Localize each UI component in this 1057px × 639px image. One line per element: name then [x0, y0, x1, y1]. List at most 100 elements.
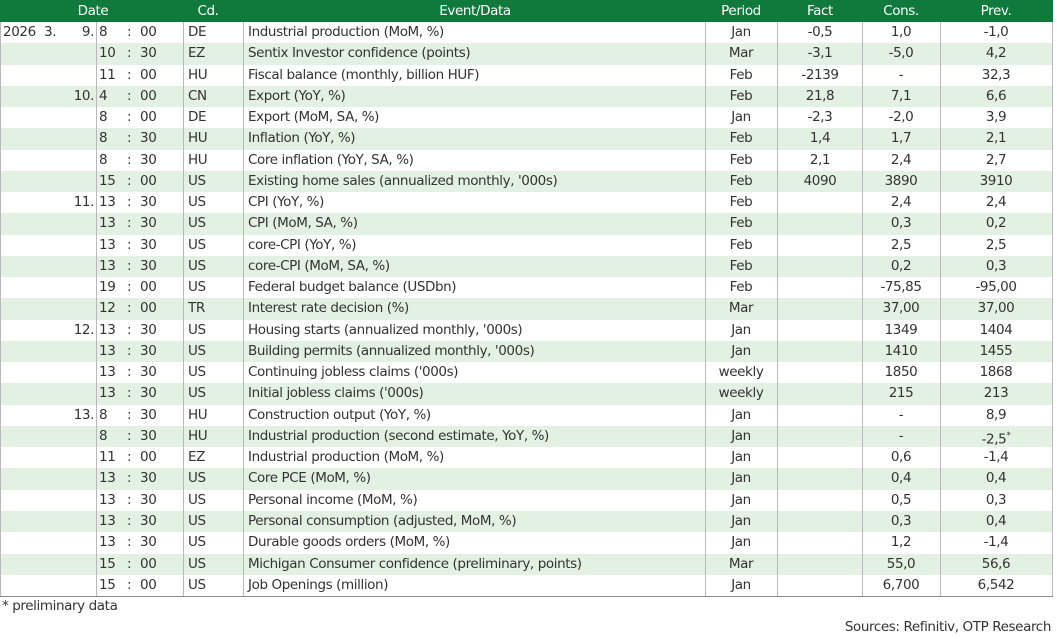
table-row	[0, 405, 1053, 426]
hour: 13	[99, 257, 116, 274]
header-fact: Fact	[807, 3, 833, 19]
minute: 00	[140, 87, 157, 104]
consensus: 1,7	[890, 130, 912, 147]
hour: 15	[99, 172, 116, 189]
fact: -0,5	[807, 24, 833, 40]
minute: 30	[140, 194, 157, 211]
table-row	[0, 425, 1053, 448]
header-cons: Cons.	[883, 3, 919, 19]
event: Fiscal balance (monthly, billion HUF)	[248, 66, 480, 83]
period: Mar	[728, 45, 754, 62]
period: Feb	[729, 172, 753, 189]
time-separator: :	[127, 364, 132, 381]
minute: 30	[140, 512, 157, 529]
time-separator: :	[127, 321, 132, 338]
consensus: 1,2	[890, 534, 912, 551]
hour: 8	[99, 406, 108, 423]
event: Export (MoM, SA, %)	[248, 109, 380, 126]
minute: 00	[140, 300, 157, 317]
hour: 13	[99, 512, 116, 529]
event: Export (YoY, %)	[248, 87, 346, 104]
time-separator: :	[127, 555, 132, 572]
previous: 0,3	[985, 257, 1007, 274]
hour: 19	[99, 279, 116, 296]
consensus: -	[898, 406, 904, 423]
table-row	[0, 170, 1053, 193]
hour: 13	[99, 534, 116, 551]
previous: -95,00	[975, 279, 1017, 296]
consensus: 3890	[884, 172, 918, 189]
hour: 13	[99, 491, 116, 508]
column-border	[1052, 22, 1053, 597]
table-row	[0, 510, 1053, 533]
fact: 4090	[803, 172, 837, 189]
hour: 15	[99, 555, 116, 572]
time-separator: :	[127, 491, 132, 508]
table-row	[0, 65, 1053, 86]
table-row	[0, 85, 1053, 108]
consensus: 0,3	[890, 215, 912, 232]
minute: 30	[140, 321, 157, 338]
table-row	[0, 468, 1053, 490]
header-period: Period	[721, 3, 761, 19]
event: Continuing jobless claims ('000s)	[248, 364, 459, 381]
time-separator: :	[127, 236, 132, 253]
period: Jan	[731, 427, 751, 444]
consensus: -	[898, 427, 904, 444]
minute: 30	[140, 406, 157, 423]
period: weekly	[718, 385, 764, 402]
table-row	[0, 255, 1053, 278]
consensus: 6,700	[882, 576, 920, 593]
hour: 8	[99, 427, 108, 444]
time-separator: :	[127, 427, 132, 444]
time-separator: :	[127, 470, 132, 487]
consensus: 0,3	[890, 512, 912, 529]
minute: 30	[140, 491, 157, 508]
date-month: 3.	[44, 24, 57, 40]
fact: -3,1	[807, 45, 833, 62]
consensus: 2,5	[890, 236, 912, 253]
minute: 30	[140, 342, 157, 359]
consensus: 215	[888, 385, 914, 402]
event: Interest rate decision (%)	[248, 300, 409, 317]
event: Sentix Investor confidence (points)	[248, 45, 471, 62]
period: Feb	[729, 215, 753, 232]
event: Michigan Consumer confidence (preliminar…	[248, 555, 582, 572]
minute: 30	[140, 236, 157, 253]
country-code: US	[188, 576, 206, 593]
table-row	[0, 128, 1053, 150]
consensus: -2,0	[888, 109, 914, 126]
hour: 13	[99, 385, 116, 402]
hour: 10	[99, 45, 116, 62]
country-code: HU	[188, 130, 208, 147]
time-separator: :	[127, 449, 132, 466]
previous: 0,4	[985, 512, 1007, 529]
country-code: US	[188, 555, 206, 572]
header-code: Cd.	[197, 3, 219, 19]
table-row	[0, 298, 1053, 320]
consensus: 55,0	[886, 555, 916, 572]
consensus: 1,0	[890, 24, 912, 40]
period: Feb	[729, 194, 753, 211]
minute: 00	[140, 449, 157, 466]
hour: 8	[99, 109, 108, 126]
country-code: US	[188, 236, 206, 253]
hour: 13	[99, 342, 116, 359]
country-code: US	[188, 491, 206, 508]
consensus: -5,0	[888, 45, 914, 62]
time-separator: :	[127, 512, 132, 529]
table-row	[0, 340, 1053, 363]
event: Durable goods orders (MoM, %)	[248, 534, 450, 551]
country-code: US	[188, 321, 206, 338]
hour: 8	[99, 24, 108, 40]
table-bottom-border	[0, 596, 1053, 598]
country-code: US	[188, 257, 206, 274]
previous: 2,1	[985, 130, 1007, 147]
previous: 213	[983, 385, 1009, 402]
period: Jan	[731, 491, 751, 508]
period: Feb	[729, 236, 753, 253]
previous: 4,2	[985, 45, 1007, 62]
period: Feb	[729, 66, 753, 83]
header-event: Event/Data	[439, 3, 511, 19]
period: Jan	[731, 512, 751, 529]
